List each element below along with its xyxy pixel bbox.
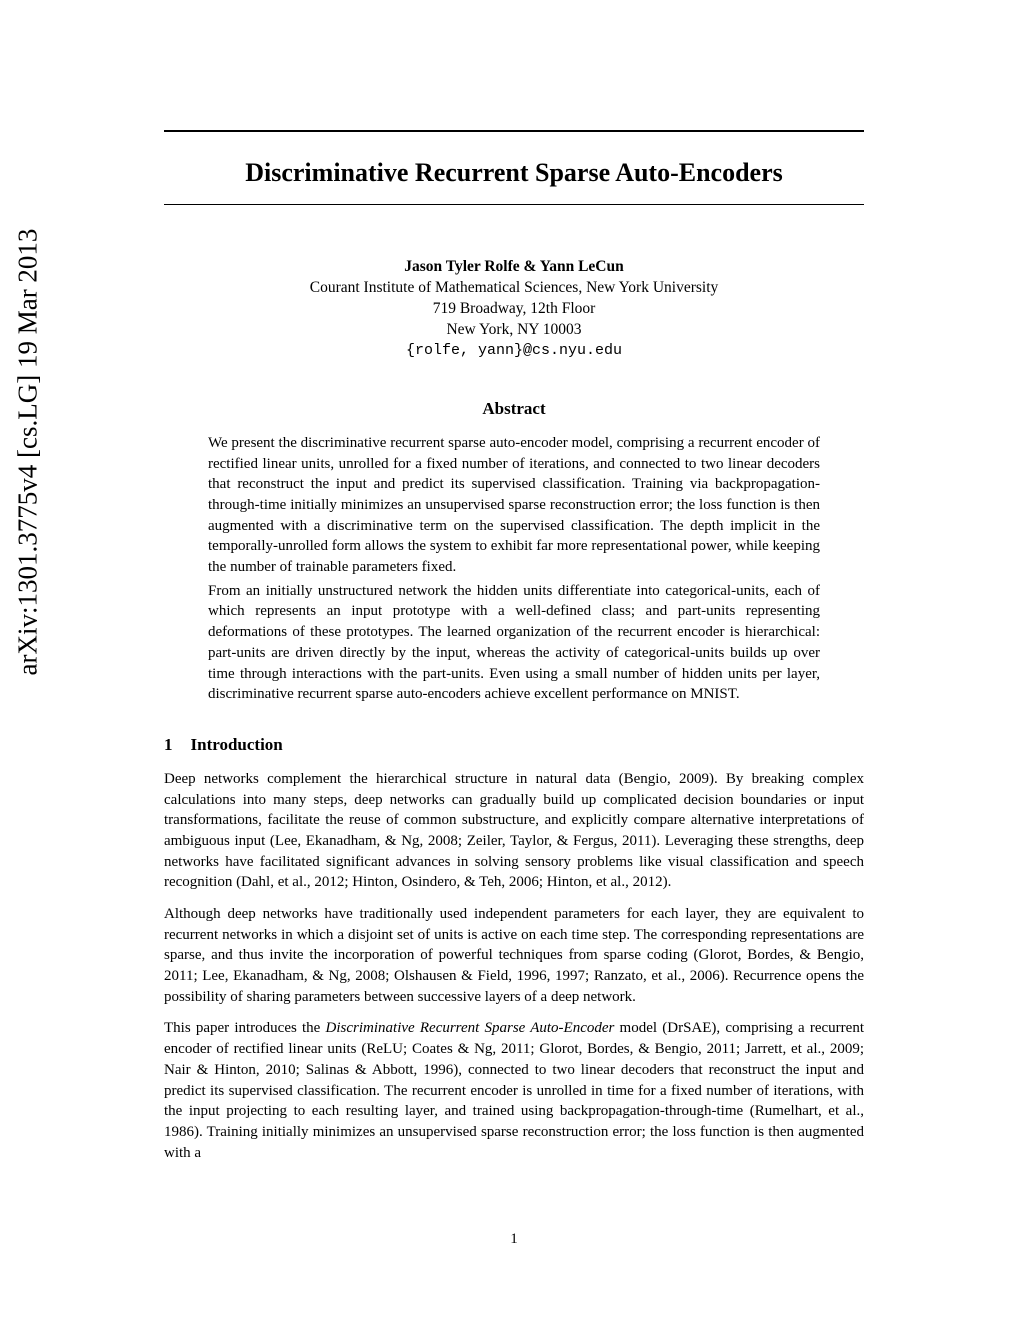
- para3-italic: Discriminative Recurrent Sparse Auto-Enc…: [326, 1020, 615, 1036]
- author-address-2: New York, NY 10003: [164, 320, 864, 341]
- arxiv-id: arXiv:1301.3775v4: [13, 465, 43, 676]
- author-address-1: 719 Broadway, 12th Floor: [164, 299, 864, 320]
- title-rule-top: [164, 130, 864, 132]
- para3-pre: This paper introduces the: [164, 1020, 326, 1036]
- page-number: 1: [164, 1231, 864, 1248]
- section-1-para-2: Although deep networks have traditionall…: [164, 904, 864, 1007]
- author-names: Jason Tyler Rolfe & Yann LeCun: [164, 257, 864, 278]
- section-1-para-3: This paper introduces the Discriminative…: [164, 1018, 864, 1163]
- section-1-heading: 1 Introduction: [164, 735, 864, 755]
- title-rule-bottom: [164, 204, 864, 205]
- para3-post: model (DrSAE), comprising a recurrent en…: [164, 1020, 864, 1160]
- abstract-body: We present the discriminative recurrent …: [208, 433, 820, 705]
- abstract-para-1: We present the discriminative recurrent …: [208, 433, 820, 578]
- section-1-number: 1: [164, 735, 173, 754]
- paper-title: Discriminative Recurrent Sparse Auto-Enc…: [164, 154, 864, 194]
- authors-block: Jason Tyler Rolfe & Yann LeCun Courant I…: [164, 257, 864, 361]
- arxiv-stamp: arXiv:1301.3775v4 [cs.LG] 19 Mar 2013: [13, 229, 44, 676]
- author-affiliation: Courant Institute of Mathematical Scienc…: [164, 278, 864, 299]
- page-content: Discriminative Recurrent Sparse Auto-Enc…: [164, 130, 864, 1174]
- abstract-heading: Abstract: [164, 399, 864, 419]
- arxiv-date: 19 Mar 2013: [13, 229, 43, 368]
- arxiv-category: [cs.LG]: [13, 375, 43, 458]
- section-1-para-1: Deep networks complement the hierarchica…: [164, 769, 864, 893]
- author-email: {rolfe, yann}@cs.nyu.edu: [164, 341, 864, 361]
- section-1-title: Introduction: [191, 735, 283, 754]
- abstract-para-2: From an initially unstructured network t…: [208, 581, 820, 705]
